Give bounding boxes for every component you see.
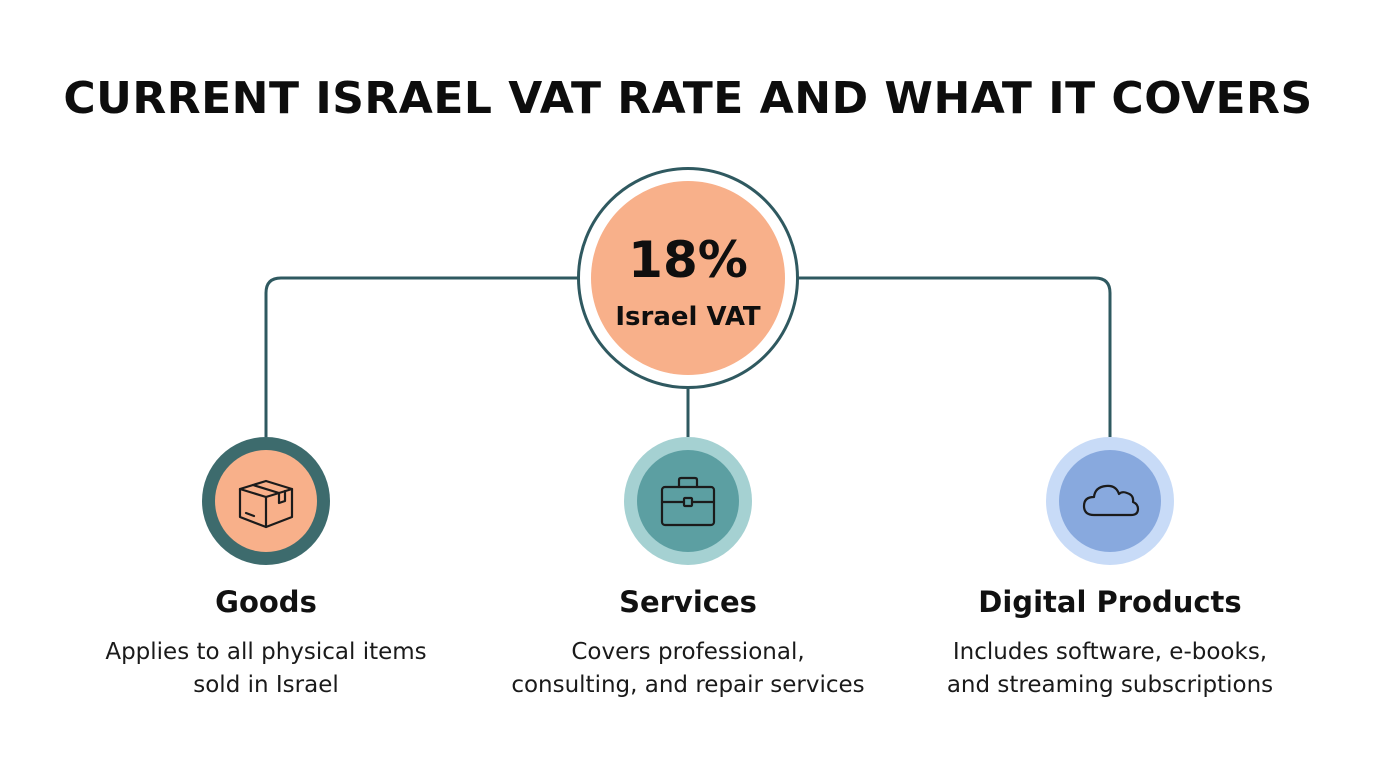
briefcase-icon — [660, 476, 716, 527]
services-description-line1: Covers professional, — [571, 639, 805, 665]
services-description: Covers professional, consulting, and rep… — [488, 636, 888, 702]
digital-products-title: Digital Products — [978, 585, 1242, 619]
goods-node — [202, 437, 330, 565]
services-description-line2: consulting, and repair services — [511, 672, 865, 698]
goods-description-line2: sold in Israel — [193, 672, 339, 698]
goods-description: Applies to all physical items sold in Is… — [66, 636, 466, 702]
services-node — [624, 437, 752, 565]
vat-rate-hub-fill: 18% Israel VAT — [591, 181, 785, 375]
digital-products-node — [1046, 437, 1174, 565]
vat-rate-hub: 18% Israel VAT — [577, 167, 799, 389]
services-title: Services — [619, 585, 757, 619]
connector-left — [264, 276, 580, 437]
digital-products-description-line1: Includes software, e-books, — [952, 639, 1268, 665]
vat-rate-label: Israel VAT — [615, 302, 761, 332]
digital-products-description-line2: and streaming subscriptions — [946, 672, 1274, 698]
cloud-icon — [1082, 484, 1140, 517]
goods-title: Goods — [215, 585, 317, 619]
package-box-icon — [238, 479, 294, 529]
vat-rate-value: 18% — [628, 231, 748, 289]
page-title: CURRENT ISRAEL VAT RATE AND WHAT IT COVE… — [63, 73, 1313, 124]
connector-right — [796, 276, 1112, 437]
goods-description-line1: Applies to all physical items — [105, 639, 427, 665]
digital-products-description: Includes software, e-books, and streamin… — [910, 636, 1310, 702]
